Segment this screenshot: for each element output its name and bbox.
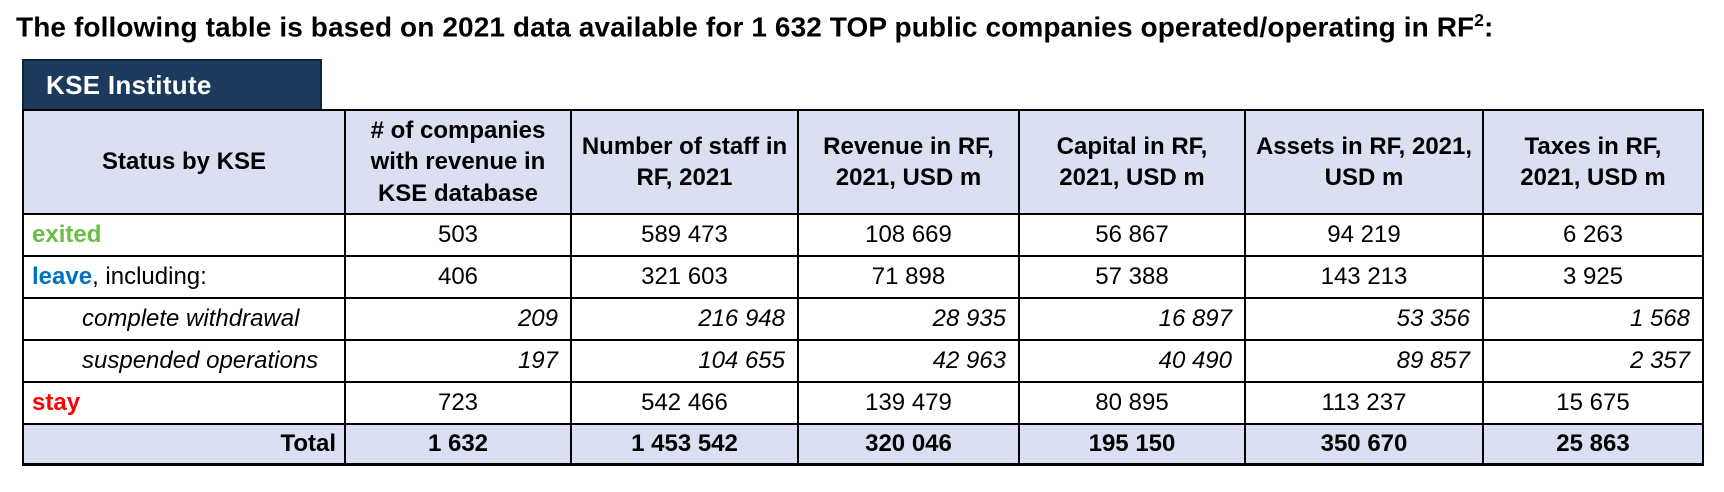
cell-withdrawal-taxes: 1 568 bbox=[1482, 297, 1704, 342]
cell-stay-assets: 113 237 bbox=[1244, 381, 1484, 426]
cell-suspended-staff: 104 655 bbox=[570, 339, 799, 384]
cell-leave-staff: 321 603 bbox=[570, 255, 799, 300]
page-title-text: The following table is based on 2021 dat… bbox=[16, 11, 1475, 43]
companies-status-table: Status by KSE # of companies with revenu… bbox=[22, 109, 1704, 466]
cell-total-staff: 1 453 542 bbox=[570, 423, 799, 466]
cell-stay-capital: 80 895 bbox=[1018, 381, 1246, 426]
kse-institute-tab-label: KSE Institute bbox=[46, 69, 212, 100]
table-row-suspended-operations: suspended operations 197 104 655 42 963 … bbox=[22, 339, 1704, 384]
cell-leave-assets: 143 213 bbox=[1244, 255, 1484, 300]
cell-leave-companies: 406 bbox=[344, 255, 572, 300]
cell-suspended-taxes: 2 357 bbox=[1482, 339, 1704, 384]
cell-total-taxes: 25 863 bbox=[1482, 423, 1704, 466]
cell-total-assets: 350 670 bbox=[1244, 423, 1484, 466]
cell-withdrawal-assets: 53 356 bbox=[1244, 297, 1484, 342]
page-title: The following table is based on 2021 dat… bbox=[16, 10, 1724, 43]
cell-suspended-revenue: 42 963 bbox=[797, 339, 1020, 384]
leave-label: leave bbox=[32, 263, 93, 291]
cell-stay-taxes: 15 675 bbox=[1482, 381, 1704, 426]
cell-exited-taxes: 6 263 bbox=[1482, 213, 1704, 258]
col-header-status: Status by KSE bbox=[22, 109, 346, 216]
cell-exited-capital: 56 867 bbox=[1018, 213, 1246, 258]
cell-suspended-companies: 197 bbox=[344, 339, 572, 384]
cell-exited-revenue: 108 669 bbox=[797, 213, 1020, 258]
cell-withdrawal-companies: 209 bbox=[344, 297, 572, 342]
cell-exited-status: exited bbox=[22, 213, 346, 258]
col-header-revenue: Revenue in RF, 2021, USD m bbox=[797, 109, 1020, 216]
col-header-companies: # of companies with revenue in KSE datab… bbox=[344, 109, 572, 216]
cell-total-capital: 195 150 bbox=[1018, 423, 1246, 466]
stay-label: stay bbox=[32, 389, 81, 417]
cell-leave-taxes: 3 925 bbox=[1482, 255, 1704, 300]
leave-label-suffix: , including: bbox=[92, 263, 207, 291]
exited-label: exited bbox=[32, 221, 102, 249]
cell-stay-status: stay bbox=[22, 381, 346, 426]
cell-total-revenue: 320 046 bbox=[797, 423, 1020, 466]
cell-exited-assets: 94 219 bbox=[1244, 213, 1484, 258]
cell-withdrawal-capital: 16 897 bbox=[1018, 297, 1246, 342]
table-row-leave: leave, including: 406 321 603 71 898 57 … bbox=[22, 255, 1704, 300]
cell-exited-staff: 589 473 bbox=[570, 213, 799, 258]
kse-institute-tab: KSE Institute bbox=[22, 59, 322, 110]
cell-suspended-assets: 89 857 bbox=[1244, 339, 1484, 384]
cell-total-companies: 1 632 bbox=[344, 423, 572, 466]
footnote-superscript: 2 bbox=[1474, 10, 1485, 30]
table-row-complete-withdrawal: complete withdrawal 209 216 948 28 935 1… bbox=[22, 297, 1704, 342]
header-row: Status by KSE # of companies with revenu… bbox=[22, 109, 1704, 216]
cell-exited-companies: 503 bbox=[344, 213, 572, 258]
page-title-colon: : bbox=[1484, 11, 1494, 43]
col-header-taxes: Taxes in RF, 2021, USD m bbox=[1482, 109, 1704, 216]
cell-withdrawal-status: complete withdrawal bbox=[22, 297, 346, 342]
col-header-staff: Number of staff in RF, 2021 bbox=[570, 109, 799, 216]
cell-leave-capital: 57 388 bbox=[1018, 255, 1246, 300]
table-row-total: Total 1 632 1 453 542 320 046 195 150 35… bbox=[22, 423, 1704, 466]
cell-suspended-status: suspended operations bbox=[22, 339, 346, 384]
cell-withdrawal-revenue: 28 935 bbox=[797, 297, 1020, 342]
table-row-stay: stay 723 542 466 139 479 80 895 113 237 … bbox=[22, 381, 1704, 426]
col-header-capital: Capital in RF, 2021, USD m bbox=[1018, 109, 1246, 216]
cell-stay-companies: 723 bbox=[344, 381, 572, 426]
table-row-exited: exited 503 589 473 108 669 56 867 94 219… bbox=[22, 213, 1704, 258]
cell-leave-revenue: 71 898 bbox=[797, 255, 1020, 300]
cell-withdrawal-staff: 216 948 bbox=[570, 297, 799, 342]
cell-stay-staff: 542 466 bbox=[570, 381, 799, 426]
col-header-assets: Assets in RF, 2021, USD m bbox=[1244, 109, 1484, 216]
cell-stay-revenue: 139 479 bbox=[797, 381, 1020, 426]
report-page: The following table is based on 2021 dat… bbox=[16, 10, 1724, 466]
cell-suspended-capital: 40 490 bbox=[1018, 339, 1246, 384]
cell-leave-status: leave, including: bbox=[22, 255, 346, 300]
cell-total-status: Total bbox=[22, 423, 346, 466]
